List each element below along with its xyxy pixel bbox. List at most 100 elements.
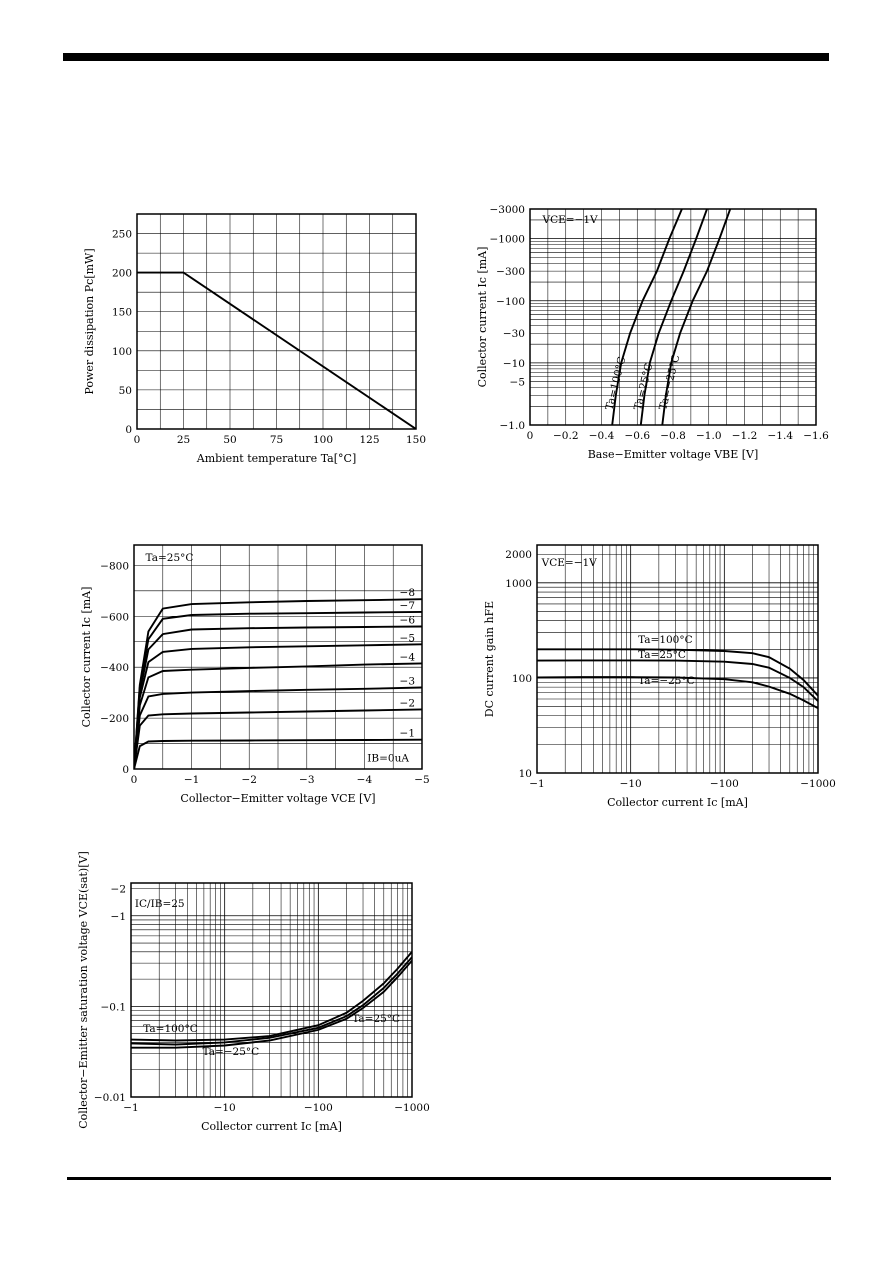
y-axis-label: Collector current Ic [mA] [80, 587, 93, 728]
x-tick-label: −1000 [800, 778, 836, 790]
series-line-3 [661, 209, 732, 425]
y-tick-label: −5 [510, 377, 525, 389]
series-label: −7 [400, 600, 415, 612]
bottom-rule [67, 1177, 831, 1180]
x-tick-label: 0 [527, 430, 534, 442]
x-tick-label: −1.0 [696, 430, 722, 442]
y-tick-label: 250 [112, 229, 132, 241]
x-tick-label: 0 [134, 434, 141, 446]
annotation: Ta=25°C [638, 649, 686, 661]
series-label: −3 [400, 676, 415, 688]
series-label: −8 [400, 587, 415, 599]
y-tick-label: −3000 [489, 204, 525, 216]
annotation: Ta=−25°C [203, 1046, 260, 1058]
y-tick-label: −200 [100, 713, 129, 725]
series-label: −1 [400, 728, 415, 740]
y-tick-label: 1000 [505, 578, 532, 590]
series-line-3 [134, 686, 422, 769]
x-axis-label: Collector current Ic [mA] [607, 796, 748, 809]
y-axis-label: DC current gain hFE [483, 601, 496, 717]
y-tick-label: 10 [519, 768, 532, 780]
series-line-1 [131, 951, 412, 1042]
y-tick-label: 150 [112, 307, 132, 319]
y-axis-label: Collector current Ic [mA] [476, 247, 489, 388]
y-tick-label: −2 [111, 883, 126, 895]
x-tick-label: −1 [123, 1102, 138, 1114]
x-tick-label: −1.4 [768, 430, 794, 442]
series-line-3 [537, 676, 818, 710]
series-line-1 [137, 271, 416, 429]
grid [530, 209, 816, 425]
x-tick-label: 75 [270, 434, 283, 446]
y-tick-label: −0.1 [101, 1001, 127, 1013]
x-tick-label: −1 [184, 774, 199, 786]
series-label: −2 [400, 697, 415, 709]
top-rule [63, 53, 829, 61]
x-tick-label: −0.6 [625, 430, 651, 442]
x-tick-label: −0.2 [553, 430, 579, 442]
series-label: −6 [400, 614, 416, 626]
series-label: −5 [400, 632, 415, 644]
y-axis-label: Power dissipation Pc[mW] [83, 248, 96, 394]
x-tick-label: −4 [357, 774, 373, 786]
y-tick-label: −1 [111, 911, 126, 923]
series-line-1 [611, 209, 683, 425]
x-tick-label: −2 [241, 774, 256, 786]
plot-frame [133, 544, 423, 770]
x-tick-label: 100 [313, 434, 333, 446]
series-line-5 [134, 643, 422, 769]
x-tick-label: −0.4 [589, 430, 615, 442]
series-line-6 [134, 625, 422, 769]
series-line-2 [537, 659, 818, 702]
grid [537, 545, 818, 773]
y-tick-label: 2000 [505, 549, 532, 561]
y-axis-label: Collector−Emitter saturation voltage VCE… [77, 851, 90, 1129]
x-tick-label: −0.8 [660, 430, 686, 442]
x-tick-label: −1 [529, 778, 544, 790]
series-line-1 [537, 648, 818, 697]
grid [134, 545, 422, 769]
x-axis-label: Collector−Emitter voltage VCE [V] [180, 792, 375, 805]
x-tick-label: −100 [710, 778, 739, 790]
grid [131, 883, 412, 1097]
x-tick-label: −1.2 [732, 430, 758, 442]
annotation: Ta=25°C [146, 552, 194, 564]
plot-frame [136, 213, 417, 430]
y-tick-label: 0 [125, 424, 132, 436]
annotation: IB=0uA [367, 752, 409, 764]
y-tick-label: −30 [503, 328, 525, 340]
series-label: −4 [400, 651, 416, 663]
x-tick-label: 50 [223, 434, 236, 446]
x-tick-label: −10 [214, 1102, 236, 1114]
x-tick-label: −10 [620, 778, 642, 790]
x-tick-label: 25 [177, 434, 190, 446]
annotation: Ta=100°C [143, 1023, 198, 1035]
annotation: IC/IB=25 [135, 898, 185, 910]
series-line-1 [134, 738, 422, 769]
y-tick-label: 200 [112, 268, 132, 280]
x-tick-label: 0 [131, 774, 138, 786]
x-tick-label: −100 [304, 1102, 333, 1114]
y-tick-label: −0.01 [94, 1092, 126, 1104]
x-tick-label: −3 [299, 774, 314, 786]
y-tick-label: −300 [496, 266, 525, 278]
y-tick-label: −600 [100, 611, 129, 623]
series-line-2 [134, 708, 422, 769]
y-tick-label: −800 [100, 560, 129, 572]
series-line-8 [134, 598, 422, 769]
y-tick-label: 0 [122, 764, 129, 776]
y-tick-label: −1.0 [500, 420, 526, 432]
x-axis-label: Collector current Ic [mA] [201, 1120, 342, 1133]
y-tick-label: −100 [496, 296, 525, 308]
annotation: Ta=100°C [638, 634, 693, 646]
plot-frame [536, 544, 819, 774]
x-tick-label: 125 [359, 434, 379, 446]
y-tick-label: 50 [119, 385, 132, 397]
series-line-3 [131, 959, 412, 1049]
plot-frame [529, 208, 817, 426]
y-tick-label: −400 [100, 662, 129, 674]
